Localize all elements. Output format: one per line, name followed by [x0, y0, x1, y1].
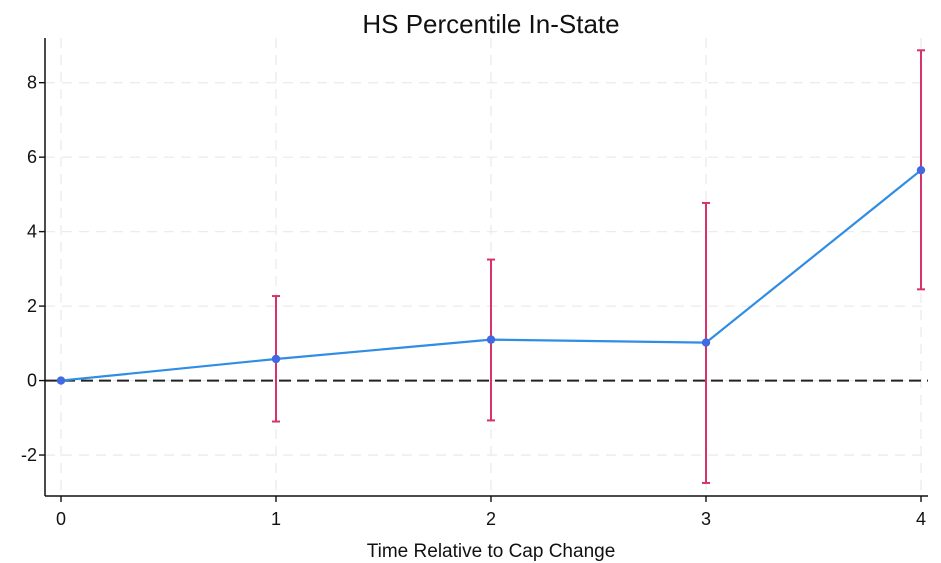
y-tick-label: 8 [27, 73, 37, 93]
y-tick-label: 4 [27, 222, 37, 242]
x-tick-label: 2 [486, 509, 496, 529]
y-tick-label: 0 [27, 371, 37, 391]
axes-layer [39, 38, 928, 502]
data-point [916, 165, 926, 175]
errorbar-layer [272, 49, 925, 484]
grid-layer [45, 38, 928, 496]
x-tick-label: 3 [701, 509, 711, 529]
x-tick-label: 0 [56, 509, 66, 529]
x-tick-label: 1 [271, 509, 281, 529]
chart-title: HS Percentile In-State [362, 9, 619, 39]
y-tick-label: 6 [27, 147, 37, 167]
y-tick-label: -2 [21, 445, 37, 465]
y-tick-label: 2 [27, 296, 37, 316]
x-axis-label: Time Relative to Cap Change [367, 541, 616, 562]
data-point [701, 338, 711, 347]
point-layer [56, 165, 926, 385]
data-point [486, 335, 496, 344]
data-point [56, 376, 66, 385]
tick-label-layer: -2 0 2 4 6 8 0 1 2 3 4 [21, 73, 926, 529]
x-tick-label: 4 [916, 509, 926, 529]
data-point [271, 354, 281, 364]
